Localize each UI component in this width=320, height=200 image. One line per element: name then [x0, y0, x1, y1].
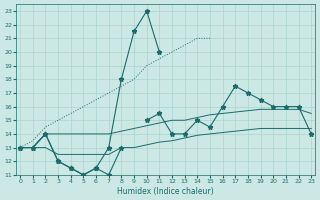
X-axis label: Humidex (Indice chaleur): Humidex (Indice chaleur)	[117, 187, 214, 196]
